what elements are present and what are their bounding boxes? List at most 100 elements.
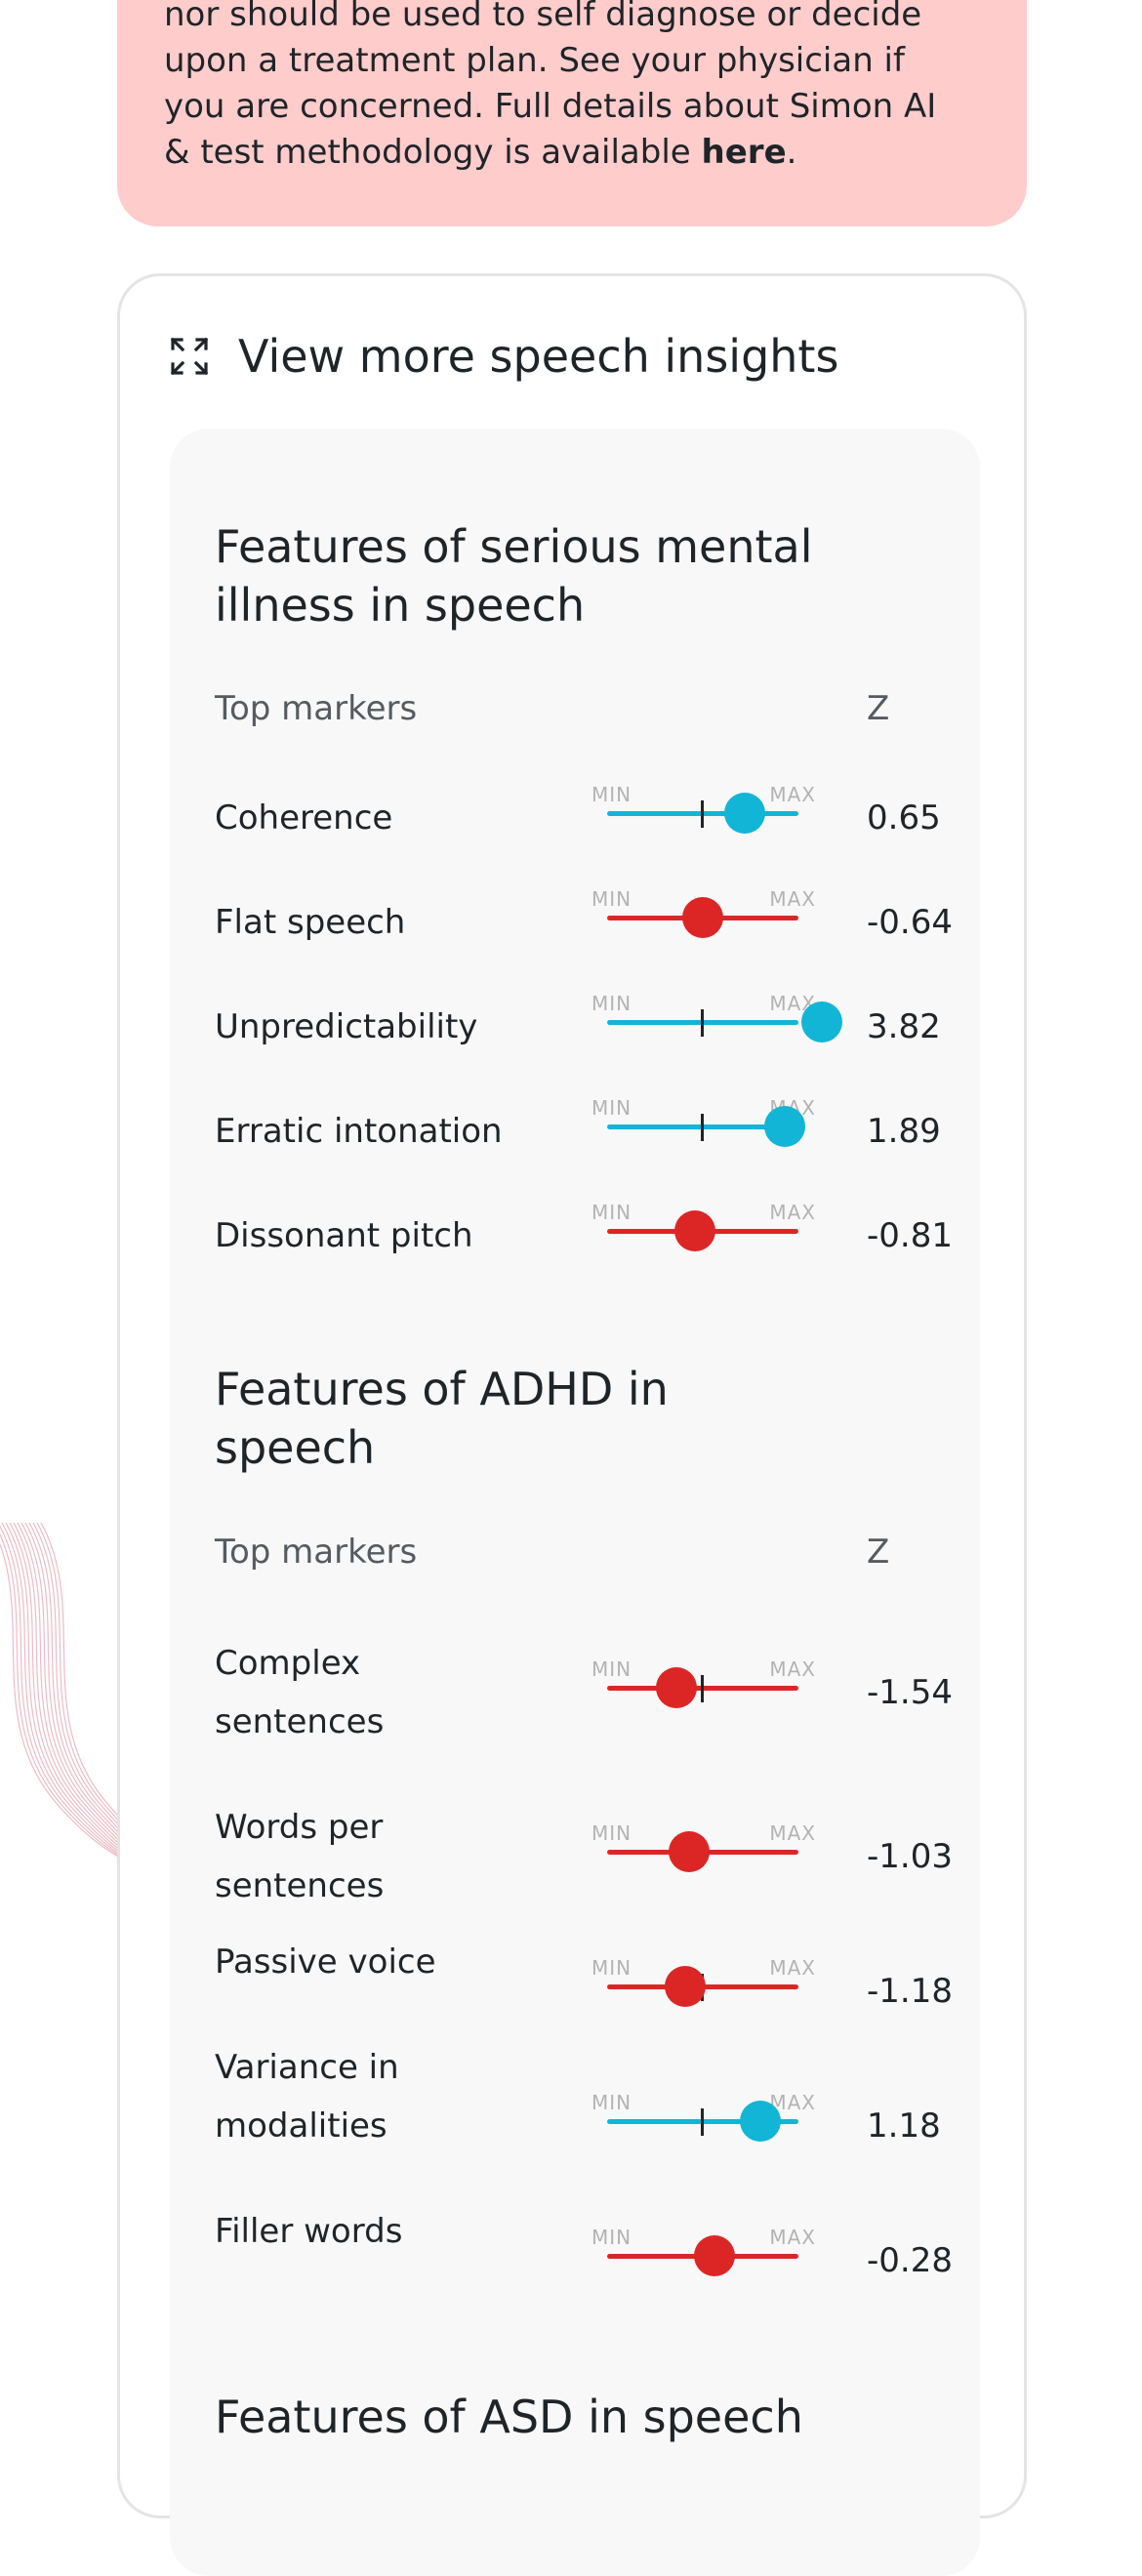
- marker-slider: MIN MAX: [590, 1956, 816, 2015]
- z-score-header: Z: [867, 1533, 890, 1572]
- expand-icon: [170, 337, 209, 376]
- disclaimer-text: nor should be used to self diagnose or d…: [164, 0, 980, 176]
- speech-insights-card: View more speech insights: [117, 273, 1027, 2576]
- marker-label: Variance in modalities: [215, 2038, 399, 2155]
- slider-min-label: MIN: [591, 1956, 632, 1980]
- marker-z-score: 1.89: [867, 1112, 941, 1151]
- slider-thumb: [665, 1966, 707, 2007]
- section-title-asd: Features of ASD in speech: [215, 2391, 803, 2443]
- marker-slider: MIN MAX: [590, 887, 816, 946]
- marker-label-line: Variance in: [215, 2048, 399, 2087]
- slider-min-label: MIN: [591, 2091, 632, 2114]
- marker-label: Flat speech: [215, 893, 405, 952]
- slider-min-label: MIN: [591, 1201, 632, 1224]
- slider-min-label: MIN: [591, 887, 632, 911]
- marker-z-score: 1.18: [867, 2106, 941, 2146]
- slider-min-label: MIN: [591, 1657, 632, 1681]
- section-title: Features of serious mental illness in spe…: [215, 517, 813, 634]
- slider-thumb: [739, 2101, 781, 2142]
- marker-z-score: 3.82: [867, 1007, 941, 1046]
- marker-slider: MIN MAX: [590, 1657, 816, 1716]
- slider-min-label: MIN: [591, 992, 632, 1015]
- marker-slider: MIN MAX: [590, 783, 816, 841]
- marker-label-line: Words per: [215, 1808, 384, 1847]
- marker-z-score: -1.18: [867, 1972, 953, 2011]
- marker-label-line: Coherence: [215, 798, 393, 838]
- disclaimer-last-line-text: & test methodology is available: [164, 133, 702, 172]
- marker-label-line: Complex: [215, 1644, 361, 1683]
- marker-label: Dissonant pitch: [215, 1206, 473, 1265]
- section-title-line: illness in speech: [215, 579, 586, 632]
- slider-thumb: [669, 1831, 711, 1872]
- slider-thumb: [764, 1106, 806, 1147]
- disclaimer-line: you are concerned. Full details about Si…: [164, 87, 937, 126]
- marker-label-line: modalities: [215, 2106, 387, 2146]
- marker-label: Complex sentences: [215, 1634, 384, 1751]
- marker-label-line: sentences: [215, 1866, 385, 1905]
- disclaimer-line: nor should be used to self diagnose or d…: [164, 0, 922, 34]
- slider-max-label: MAX: [769, 2226, 816, 2249]
- marker-label: Erratic intonation: [215, 1102, 503, 1161]
- disclaimer-last-line: & test methodology is available here.: [164, 130, 980, 176]
- marker-z-score: 0.65: [867, 798, 941, 838]
- disclaimer-banner: nor should be used to self diagnose or d…: [117, 0, 1027, 226]
- slider-thumb: [674, 1210, 716, 1251]
- marker-label: Passive voice: [215, 1933, 436, 1991]
- slider-thumb: [724, 793, 766, 834]
- slider-midpoint-tick: [701, 2108, 704, 2136]
- slider-min-label: MIN: [591, 783, 632, 806]
- slider-max-label: MAX: [769, 783, 816, 806]
- marker-slider: MIN MAX: [590, 1201, 816, 1259]
- slider-midpoint-tick: [701, 800, 704, 828]
- marker-z-score: -0.28: [867, 2241, 953, 2280]
- marker-label-line: Passive voice: [215, 1942, 436, 1982]
- disclaimer-line: upon a treatment plan. See your physicia…: [164, 41, 905, 80]
- marker-label: Coherence: [215, 789, 392, 847]
- marker-label: Words per sentences: [215, 1798, 384, 1915]
- insights-panel: [170, 429, 980, 2576]
- marker-label-line: Filler words: [215, 2212, 403, 2251]
- slider-min-label: MIN: [591, 1096, 632, 1120]
- slider-max-label: MAX: [769, 1201, 816, 1224]
- marker-label-line: Erratic intonation: [215, 1112, 503, 1151]
- marker-z-score: -1.03: [867, 1837, 953, 1876]
- disclaimer-period: .: [786, 133, 797, 172]
- slider-max-label: MAX: [769, 1821, 816, 1845]
- marker-label: Unpredictability: [215, 998, 477, 1056]
- view-more-insights-toggle[interactable]: View more speech insights: [170, 325, 838, 388]
- slider-max-label: MAX: [769, 887, 816, 911]
- marker-label-line: Dissonant pitch: [215, 1216, 473, 1255]
- marker-label: Filler words: [215, 2202, 402, 2261]
- top-markers-header: Top markers: [215, 689, 418, 728]
- slider-min-label: MIN: [591, 2226, 632, 2249]
- marker-label-line: Unpredictability: [215, 1007, 478, 1046]
- marker-slider: MIN MAX: [590, 1821, 816, 1880]
- slider-midpoint-tick: [701, 1114, 704, 1141]
- methodology-link[interactable]: here: [701, 133, 787, 172]
- section-title-line: Features of ADHD in: [215, 1363, 669, 1415]
- z-score-header: Z: [867, 689, 890, 728]
- slider-thumb: [800, 1002, 842, 1043]
- section-title-line: speech: [215, 1421, 376, 1474]
- slider-min-label: MIN: [591, 1821, 632, 1845]
- slider-thumb: [693, 2235, 735, 2276]
- slider-midpoint-tick: [701, 1675, 704, 1702]
- slider-max-label: MAX: [769, 1956, 816, 1980]
- slider-max-label: MAX: [769, 1657, 816, 1681]
- marker-slider: MIN MAX: [590, 2226, 816, 2284]
- marker-label-line: Flat speech: [215, 903, 406, 942]
- top-markers-header: Top markers: [215, 1533, 418, 1572]
- slider-thumb: [655, 1667, 697, 1708]
- marker-z-score: -0.64: [867, 903, 953, 942]
- marker-label-line: sentences: [215, 1702, 385, 1741]
- marker-z-score: -1.54: [867, 1673, 953, 1712]
- marker-z-score: -0.81: [867, 1216, 953, 1255]
- section-title: Features of ADHD in speech: [215, 1360, 669, 1477]
- section-title-line: Features of serious mental: [215, 520, 813, 573]
- slider-midpoint-tick: [701, 1009, 704, 1037]
- slider-thumb: [682, 897, 723, 938]
- card-title: View more speech insights: [238, 330, 839, 383]
